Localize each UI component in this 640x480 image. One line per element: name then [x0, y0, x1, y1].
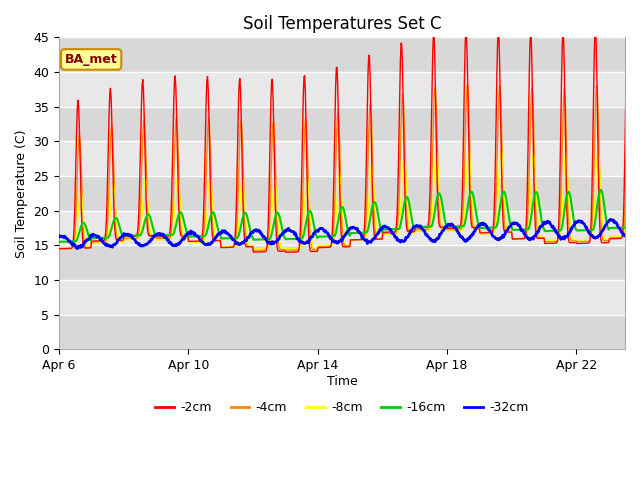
Bar	[59, 314, 625, 349]
Bar	[59, 176, 625, 211]
Title: Soil Temperatures Set C: Soil Temperatures Set C	[243, 15, 442, 33]
Bar	[59, 141, 625, 176]
Bar	[59, 211, 625, 245]
Bar	[59, 280, 625, 314]
Bar	[59, 107, 625, 141]
X-axis label: Time: Time	[326, 375, 358, 388]
Text: BA_met: BA_met	[65, 53, 118, 66]
Legend: -2cm, -4cm, -8cm, -16cm, -32cm: -2cm, -4cm, -8cm, -16cm, -32cm	[150, 396, 534, 419]
Bar	[59, 72, 625, 107]
Bar	[59, 37, 625, 72]
Bar	[59, 245, 625, 280]
Y-axis label: Soil Temperature (C): Soil Temperature (C)	[15, 129, 28, 258]
